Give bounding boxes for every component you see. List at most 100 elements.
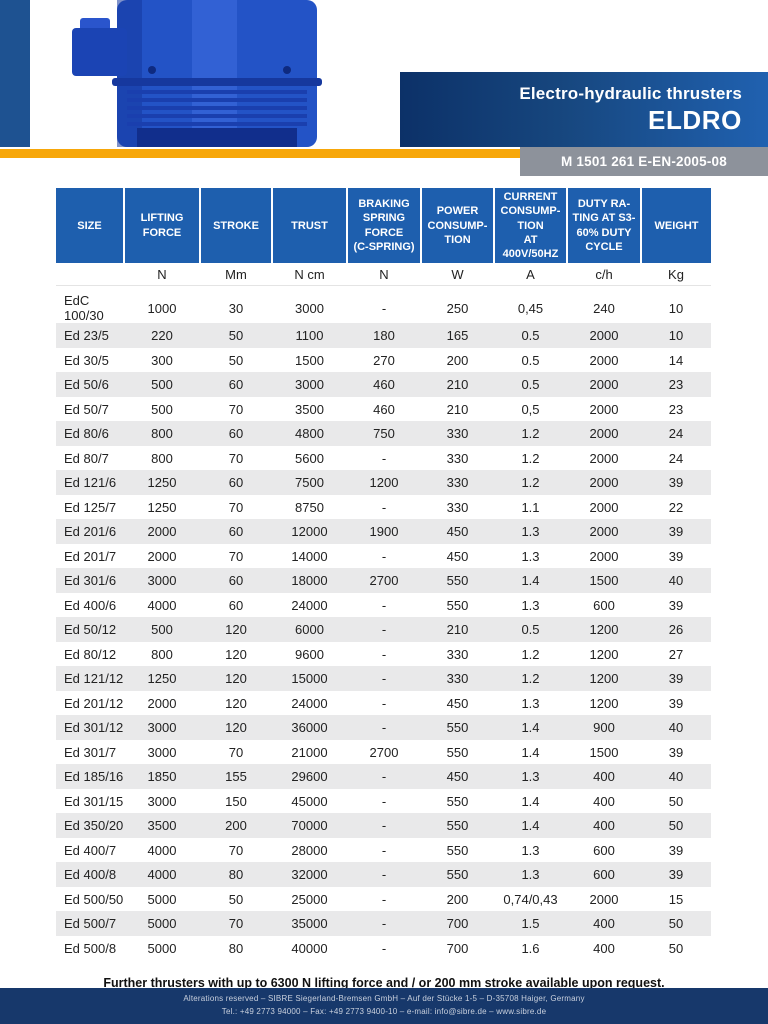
table-cell: - <box>381 499 387 515</box>
table-cell: 80 <box>228 867 244 883</box>
column-header: STROKE <box>199 188 272 264</box>
table-row: Ed 80/6 800 60 4800 750 330 1.2 2000 24 <box>56 421 711 446</box>
table-cell: 700 <box>446 940 469 956</box>
table-cell: 29600 <box>291 769 328 785</box>
table-cell: 39 <box>668 524 684 540</box>
thruster-spec-table: SIZE LIFTING FORCE STROKE TRUST BRAKING SPRI… <box>56 188 711 960</box>
table-cell: 1.2 <box>521 475 540 491</box>
table-cell: 450 <box>446 548 469 564</box>
table-cell: 24000 <box>291 597 328 613</box>
table-cell: 2000 <box>589 548 619 564</box>
table-cell: 2000 <box>147 695 177 711</box>
table-cell: Ed 500/7 <box>64 916 117 932</box>
table-cell: 2700 <box>369 744 399 760</box>
table-cell: 39 <box>668 671 684 687</box>
table-cell: 1.4 <box>521 573 540 589</box>
table-cell: 50 <box>668 818 684 834</box>
spacer-cell <box>56 285 711 294</box>
table-cell: 1.2 <box>521 646 540 662</box>
table-cell: 210 <box>446 622 469 638</box>
table-cell: 5000 <box>147 891 177 907</box>
table-cell: 80 <box>228 940 244 956</box>
table-cell: 450 <box>446 695 469 711</box>
table-row: Ed 50/7 500 70 3500 460 210 0,5 2000 23 <box>56 397 711 422</box>
table-cell: 18000 <box>291 573 328 589</box>
table-cell: 50 <box>668 940 684 956</box>
table-cell: 330 <box>446 671 469 687</box>
table-cell: 10 <box>668 328 684 344</box>
table-cell: Ed 30/5 <box>64 352 109 368</box>
table-cell: 330 <box>446 426 469 442</box>
table-cell: 70 <box>228 916 244 932</box>
table-cell: Ed 125/7 <box>64 499 117 515</box>
table-cell: Ed 121/12 <box>64 671 124 687</box>
table-cell: 50 <box>668 916 684 932</box>
table-cell: 600 <box>593 597 615 613</box>
table-cell: 1.2 <box>521 450 540 466</box>
table-cell: 1200 <box>589 671 619 687</box>
table-cell: 500 <box>151 377 173 393</box>
table-cell: 70 <box>228 499 244 515</box>
table-cell: Ed 350/20 <box>64 818 124 834</box>
table-cell: 1200 <box>589 695 619 711</box>
table-row: Ed 121/6 1250 60 7500 1200 330 1.2 2000 39 <box>56 470 711 495</box>
table-cell: 120 <box>225 646 247 662</box>
table-cell: 39 <box>668 842 684 858</box>
table-cell: 150 <box>225 793 247 809</box>
table-cell: 3000 <box>147 744 177 760</box>
table-row: Ed 201/7 2000 70 14000 - 450 1.3 2000 39 <box>56 544 711 569</box>
table-cell: 6000 <box>295 622 324 638</box>
table-cell: 60 <box>228 597 244 613</box>
table-cell: - <box>381 548 387 564</box>
table-cell: 200 <box>446 891 469 907</box>
table-cell: 1250 <box>147 475 177 491</box>
table-cell: 330 <box>446 450 469 466</box>
footer-contact-line: Tel.: +49 2773 94000 – Fax: +49 2773 940… <box>221 1006 547 1016</box>
table-cell: 25000 <box>291 891 328 907</box>
unit-cell: c/h <box>567 263 641 286</box>
table-cell: - <box>381 891 387 907</box>
table-cell: 22 <box>668 499 684 515</box>
table-cell: 32000 <box>291 867 328 883</box>
thruster-photo <box>42 0 372 147</box>
table-row: Ed 121/12 1250 120 15000 - 330 1.2 1200 39 <box>56 666 711 691</box>
table-cell: 60 <box>228 573 244 589</box>
accent-stripe-row: M 1501 261 E-EN-2005-08 <box>0 147 768 176</box>
table-cell: 50 <box>228 328 244 344</box>
table-cell: Ed 500/8 <box>64 940 117 956</box>
unit-cell: Kg <box>641 263 711 286</box>
table-cell: 3000 <box>147 573 177 589</box>
table-cell: 400 <box>593 793 615 809</box>
table-cell: 1.3 <box>521 548 540 564</box>
table-cell: Ed 500/50 <box>64 891 124 907</box>
table-cell: 1900 <box>369 524 399 540</box>
table-cell: 27 <box>668 646 684 662</box>
unit-cell: A <box>494 263 567 286</box>
table-cell: 1250 <box>147 499 177 515</box>
table-cell: - <box>381 842 387 858</box>
table-cell: 39 <box>668 548 684 564</box>
table-cell: 2000 <box>589 450 619 466</box>
table-cell: - <box>381 916 387 932</box>
table-cell: - <box>381 300 387 316</box>
table-cell: 400 <box>593 940 615 956</box>
table-cell: 39 <box>668 744 684 760</box>
table-cell: 4000 <box>147 842 177 858</box>
table-cell: - <box>381 940 387 956</box>
table-cell: 50 <box>668 793 684 809</box>
table-cell: 1.5 <box>521 916 540 932</box>
table-cell: Ed 185/16 <box>64 769 124 785</box>
table-cell: 900 <box>593 720 615 736</box>
table-cell: 2000 <box>589 891 619 907</box>
table-cell: 1200 <box>589 622 619 638</box>
table-cell: 400 <box>593 916 615 932</box>
table-body: EdC 100/30 1000 30 3000-250 0,45 240 10 Ed 23/5… <box>56 285 711 960</box>
table-cell: - <box>381 597 387 613</box>
table-cell: 1.3 <box>521 867 540 883</box>
spacer-row <box>56 285 711 294</box>
table-cell: 210 <box>446 401 469 417</box>
table-row: Ed 185/16 1850 155 29600 - 450 1.3 400 40 <box>56 764 711 789</box>
table-cell: 0,45 <box>517 300 544 316</box>
table-cell: 36000 <box>291 720 328 736</box>
